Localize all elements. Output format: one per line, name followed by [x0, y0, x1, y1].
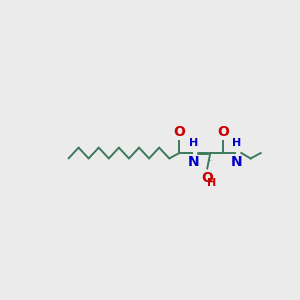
Text: N: N: [188, 154, 199, 169]
Text: ..: ..: [207, 154, 212, 163]
Text: H: H: [232, 138, 241, 148]
Text: O: O: [201, 171, 213, 185]
Text: H: H: [207, 178, 217, 188]
Text: O: O: [217, 125, 229, 139]
Text: N: N: [231, 154, 242, 169]
Text: H: H: [189, 138, 198, 148]
Text: O: O: [173, 125, 185, 139]
